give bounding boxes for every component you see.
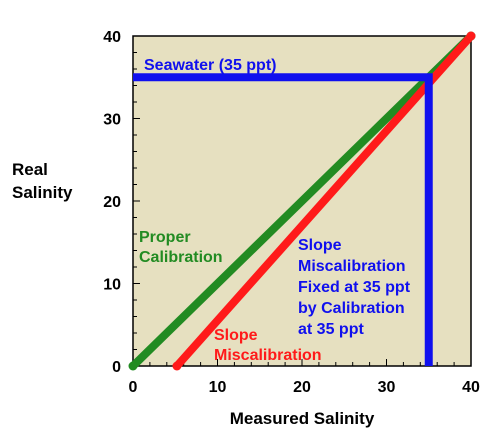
slope-miscalibration-line-point-1 [466,31,476,41]
x-tick-label: 20 [293,379,311,396]
x-tick-label: 30 [378,379,396,396]
proper-calibration-line [130,33,474,369]
seawater-calibration-line [133,73,433,366]
annotation-proper-line-2: Calibration [139,249,223,266]
proper-calibration-line-point-0 [128,361,138,371]
y-tick-label: 40 [103,29,121,46]
slope-miscalibration-line [173,33,474,369]
y-tick-label: 10 [103,277,121,294]
slope-miscalibration-line-point-0 [172,361,182,371]
annotation-slope-blue-line-5: at 35 ppt [298,321,364,338]
y-tick-label: 20 [103,194,121,211]
annotation-slope-blue-line-3: Fixed at 35 ppt [298,279,411,296]
annotation-seawater: Seawater (35 ppt) [144,57,276,74]
y-tick-label: 30 [103,112,121,129]
annotation-slope-blue-line-2: Miscalibration [298,258,406,275]
x-tick-label: 40 [462,379,480,396]
x-tick-labels: 0 10 20 30 40 [129,379,480,396]
annotation-slope-blue-line-4: by Calibration [298,300,405,317]
x-tick-label: 10 [209,379,227,396]
annotation-slope-red-line-2: Miscalibration [214,347,322,364]
annotation-slope-red-line-1: Slope [214,327,258,344]
x-axis-label: Measured Salinity [230,409,375,428]
annotation-proper-line-1: Proper [139,229,191,246]
y-axis-label-line-2: Salinity [12,183,73,202]
y-tick-labels: 0 10 20 30 40 [103,29,121,376]
series-lines [130,33,474,369]
y-axis-label-line-1: Real [12,160,48,179]
x-tick-label: 0 [129,379,138,396]
annotation-slope-blue-line-1: Slope [298,237,342,254]
series-endpoints [128,31,476,371]
y-tick-label: 0 [112,359,121,376]
